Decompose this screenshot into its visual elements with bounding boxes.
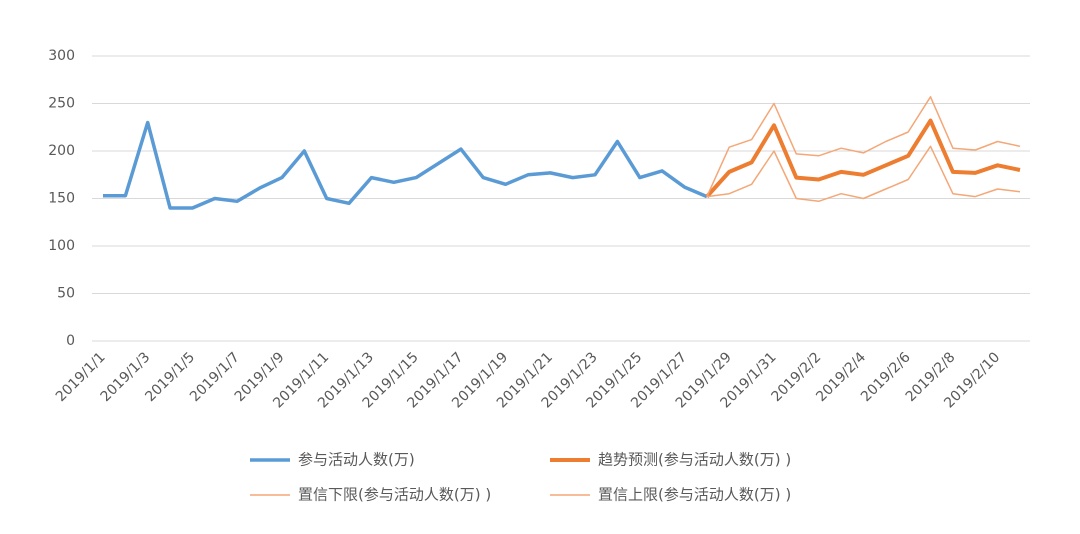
series-line <box>705 118 1021 198</box>
legend-label: 参与活动人数(万) <box>298 451 415 469</box>
y-tick-label: 0 <box>66 333 75 349</box>
series-line <box>706 96 1021 197</box>
y-tick-label: 100 <box>48 238 75 254</box>
y-tick-label: 250 <box>48 96 75 112</box>
y-tick-label: 150 <box>48 191 75 207</box>
y-tick-label: 300 <box>48 48 75 64</box>
legend-label: 趋势预测(参与活动人数(万) ) <box>598 451 791 469</box>
series-line <box>103 120 708 210</box>
y-tick-label: 50 <box>57 286 75 302</box>
series-line <box>706 145 1021 203</box>
legend-label: 置信下限(参与活动人数(万) ) <box>298 486 491 504</box>
legend-label: 置信上限(参与活动人数(万) ) <box>598 486 791 504</box>
y-tick-label: 200 <box>48 143 75 159</box>
